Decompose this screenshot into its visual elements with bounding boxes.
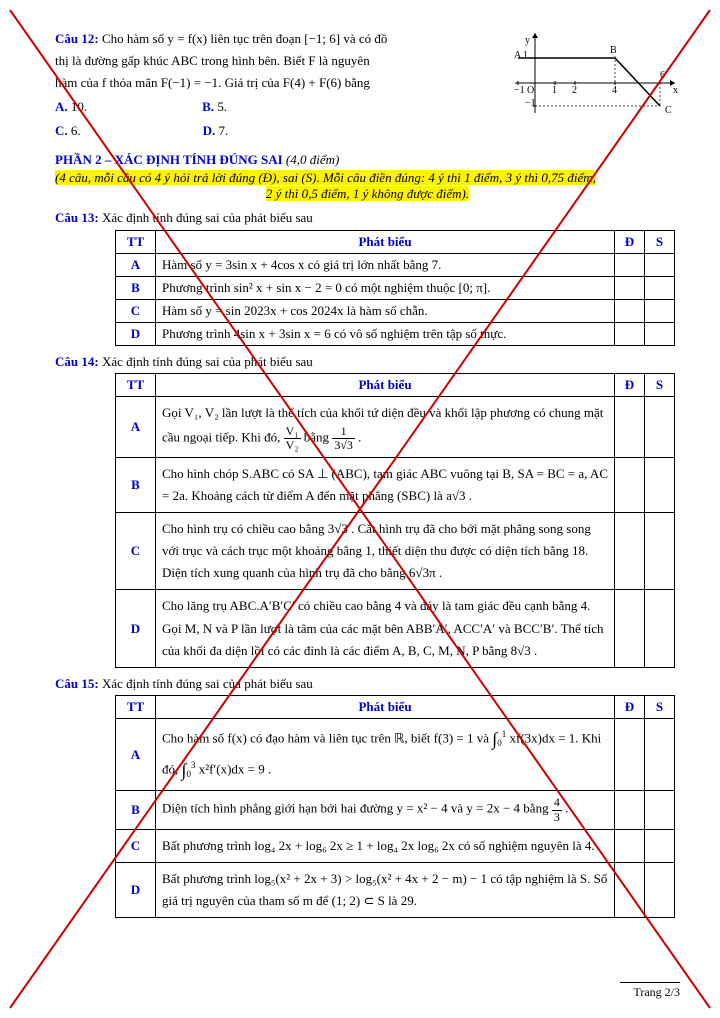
q13-text: Xác định tính đúng sai của phát biểu sau xyxy=(99,210,313,225)
q15-c: Bất phương trình log₄ 2x + log₆ 2x ≥ 1 +… xyxy=(156,829,615,862)
table-row: D Cho lăng trụ ABC.A′B′C′ có chiều cao b… xyxy=(116,590,675,667)
svg-text:C: C xyxy=(665,105,672,116)
svg-text:1: 1 xyxy=(523,50,528,61)
table-row: B Diện tích hình phẳng giới hạn bởi hai … xyxy=(116,791,675,829)
table-row: B Cho hình chóp S.ABC có SA ⊥ (ABC), tam… xyxy=(116,457,675,512)
q13-label: Câu 13: xyxy=(55,210,99,225)
svg-text:6: 6 xyxy=(660,70,665,81)
svg-text:2: 2 xyxy=(572,85,577,96)
q14-table: TT Phát biểu Đ S A Gọi V₁, V₂ lần lượt l… xyxy=(115,373,675,667)
q14-label: Câu 14: xyxy=(55,354,99,369)
svg-text:B: B xyxy=(610,45,617,56)
table-header-row: TT Phát biểu Đ S xyxy=(116,696,675,719)
q12-opt-d: D. 7. xyxy=(203,120,229,142)
table-row: BPhương trình sin² x + sin x − 2 = 0 có … xyxy=(116,276,675,299)
table-row: DPhương trình 4sin x + 3sin x = 6 có vô … xyxy=(116,322,675,345)
q12-line1: Cho hàm số y = f(x) liên tục trên đoạn [… xyxy=(99,31,388,46)
q14-c: Cho hình trụ có chiều cao bằng 3√3 . Cắt… xyxy=(156,513,615,590)
q14-b: Cho hình chóp S.ABC có SA ⊥ (ABC), tam g… xyxy=(156,457,615,512)
header-d: Đ xyxy=(615,230,645,253)
q12-options-row2: C. 6. D. 7. xyxy=(55,120,680,142)
table-row: D Bất phương trình log₅(x² + 2x + 3) > l… xyxy=(116,862,675,917)
page-footer: Trang 2/3 xyxy=(620,982,680,1000)
svg-text:O: O xyxy=(527,85,534,96)
section2-note1: (4 câu, mỗi câu có 4 ý hỏi trả lời đúng … xyxy=(55,170,596,185)
q14-a: Gọi V₁, V₂ lần lượt là thể tích của khối… xyxy=(156,397,615,457)
question-13: Câu 13: Xác định tính đúng sai của phát … xyxy=(55,208,680,228)
question-15: Câu 15: Xác định tính đúng sai của phát … xyxy=(55,674,680,694)
q15-d: Bất phương trình log₅(x² + 2x + 3) > log… xyxy=(156,862,615,917)
section2-note2-box: 2 ý thì 0,5 điểm, 1 ý không được điểm). xyxy=(55,186,680,202)
table-row: A Cho hàm số f(x) có đạo hàm và liên tục… xyxy=(116,719,675,791)
svg-text:−1: −1 xyxy=(514,85,525,96)
question-12: Câu 12: Cho hàm số y = f(x) liên tục trê… xyxy=(55,28,680,142)
q12-graph: y x O −1 1 2 4 6 A 1 B −1 C xyxy=(510,28,680,118)
svg-text:−1: −1 xyxy=(525,98,536,109)
q15-a: Cho hàm số f(x) có đạo hàm và liên tục t… xyxy=(156,719,615,791)
section2-note1-box: (4 câu, mỗi câu có 4 ý hỏi trả lời đúng … xyxy=(55,170,680,186)
table-header-row: TT Phát biểu Đ S xyxy=(116,230,675,253)
svg-text:4: 4 xyxy=(612,85,617,96)
table-row: C Cho hình trụ có chiều cao bằng 3√3 . C… xyxy=(116,513,675,590)
header-pb: Phát biểu xyxy=(156,230,615,253)
q15-b: Diện tích hình phẳng giới hạn bởi hai đư… xyxy=(156,791,615,829)
table-row: C Bất phương trình log₄ 2x + log₆ 2x ≥ 1… xyxy=(116,829,675,862)
q12-line3: hàm của f thỏa mãn F(−1) = −1. Giá trị c… xyxy=(55,75,370,90)
q12-line2: thị là đường gấp khúc ABC trong hình bên… xyxy=(55,53,370,68)
q15-table: TT Phát biểu Đ S A Cho hàm số f(x) có đạ… xyxy=(115,695,675,918)
q12-opt-b: B. 5. xyxy=(202,96,227,118)
svg-text:y: y xyxy=(525,35,530,46)
svg-text:1: 1 xyxy=(552,85,557,96)
svg-text:A: A xyxy=(514,50,522,61)
q12-opt-a: A. 10. xyxy=(55,96,87,118)
section2-title: PHẦN 2 – XÁC ĐỊNH TÍNH ĐÚNG SAI xyxy=(55,152,283,167)
section2-points: (4,0 điểm) xyxy=(283,152,340,167)
section2-note2: 2 ý thì 0,5 điểm, 1 ý không được điểm). xyxy=(266,186,469,201)
q15-label: Câu 15: xyxy=(55,676,99,691)
svg-text:x: x xyxy=(673,85,678,96)
table-row: AHàm số y = 3sin x + 4cos x có giá trị l… xyxy=(116,253,675,276)
q13-table: TT Phát biểu Đ S AHàm số y = 3sin x + 4c… xyxy=(115,230,675,346)
header-tt: TT xyxy=(116,230,156,253)
q12-text-block: Câu 12: Cho hàm số y = f(x) liên tục trê… xyxy=(55,28,470,94)
section2-header: PHẦN 2 – XÁC ĐỊNH TÍNH ĐÚNG SAI (4,0 điể… xyxy=(55,152,680,168)
header-s: S xyxy=(645,230,675,253)
table-header-row: TT Phát biểu Đ S xyxy=(116,374,675,397)
q15-text: Xác định tính đúng sai của phát biểu sau xyxy=(99,676,313,691)
table-row: A Gọi V₁, V₂ lần lượt là thể tích của kh… xyxy=(116,397,675,457)
q12-opt-c: C. 6. xyxy=(55,120,81,142)
q12-label: Câu 12: xyxy=(55,31,99,46)
q14-text: Xác định tính đúng sai của phát biểu sau xyxy=(99,354,313,369)
q14-d: Cho lăng trụ ABC.A′B′C′ có chiều cao bằn… xyxy=(156,590,615,667)
table-row: CHàm số y = sin 2023x + cos 2024x là hàm… xyxy=(116,299,675,322)
question-14: Câu 14: Xác định tính đúng sai của phát … xyxy=(55,352,680,372)
